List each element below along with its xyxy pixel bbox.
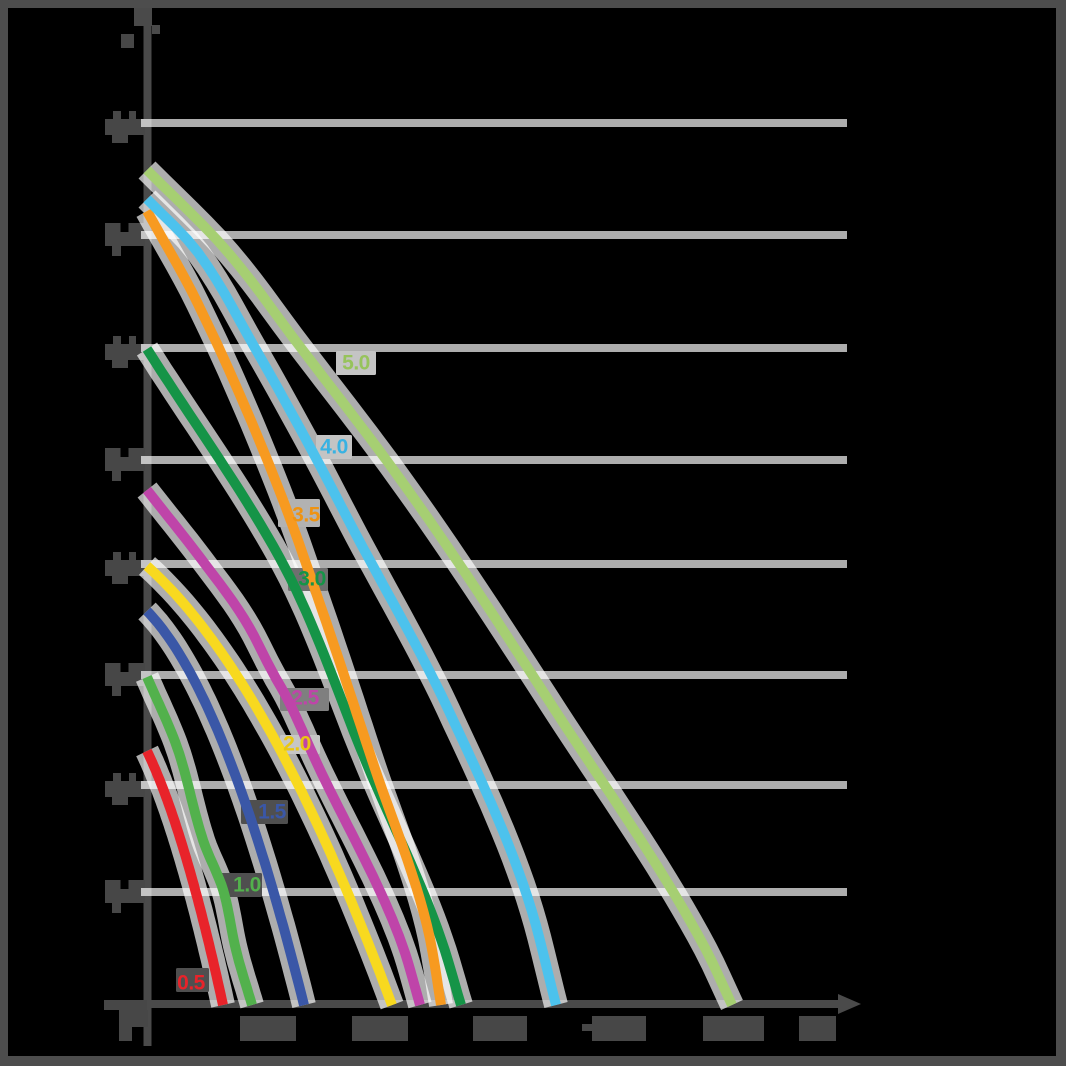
svg-text:2.5: 2.5: [291, 687, 320, 710]
svg-text:4.0: 4.0: [320, 436, 348, 459]
svg-text:3.0: 3.0: [298, 568, 326, 591]
svg-text:5.0: 5.0: [342, 352, 370, 375]
svg-text:0.5: 0.5: [177, 972, 206, 995]
svg-text:3.5: 3.5: [292, 504, 321, 527]
svg-text:2.0: 2.0: [283, 733, 311, 756]
svg-text:1.0: 1.0: [233, 874, 261, 897]
svg-text:1.5: 1.5: [258, 801, 287, 824]
